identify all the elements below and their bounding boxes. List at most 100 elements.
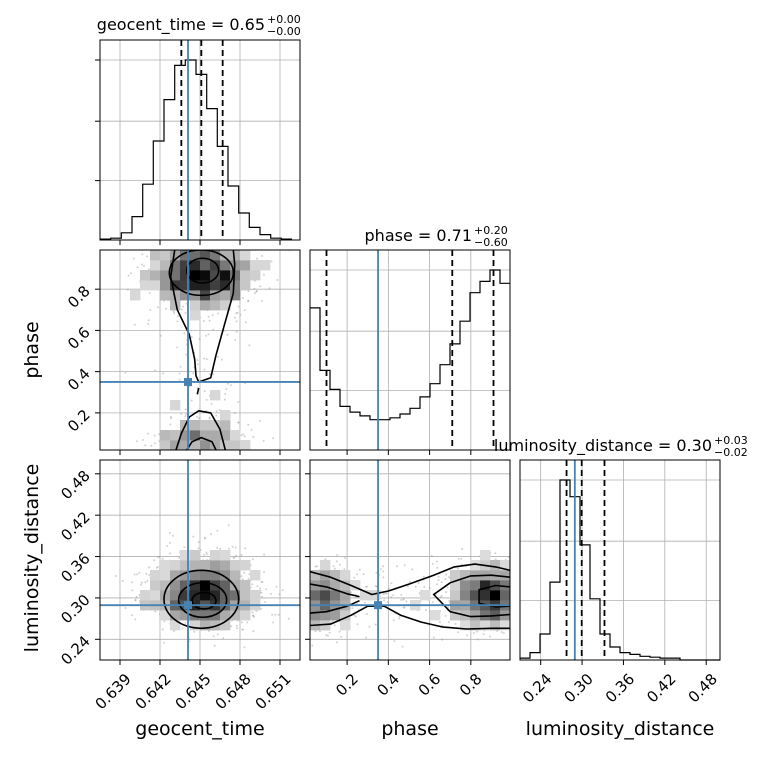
density-cell — [190, 270, 201, 281]
density-cell — [170, 270, 181, 281]
density-cell — [150, 570, 161, 581]
sample-point — [234, 338, 237, 341]
sample-point — [153, 434, 156, 437]
sample-point — [169, 541, 172, 544]
sample-point — [210, 402, 213, 405]
sample-point — [197, 547, 200, 550]
sample-point — [436, 566, 439, 569]
sample-point — [400, 598, 403, 601]
sample-point — [502, 632, 505, 635]
sample-point — [251, 583, 254, 586]
x-tick-label-geocent-time: 0.648 — [212, 670, 255, 713]
sample-point — [172, 310, 175, 313]
density-cell — [320, 560, 331, 571]
sample-point — [148, 292, 151, 294]
sample-point — [251, 558, 254, 561]
sample-point — [417, 582, 420, 585]
sample-point — [414, 585, 417, 588]
sample-point — [180, 412, 183, 415]
sample-point — [207, 333, 210, 336]
sample-point — [225, 388, 228, 391]
x-tick-label-luminosity-distance: 0.42 — [643, 670, 679, 706]
density-cell — [230, 250, 241, 261]
sample-point — [382, 576, 385, 579]
sample-point — [135, 440, 138, 443]
sample-point — [237, 421, 240, 424]
density-cell — [430, 610, 441, 621]
density-cell — [320, 580, 331, 591]
density-cell — [340, 580, 351, 591]
sample-point — [197, 417, 200, 420]
sample-point — [208, 417, 211, 420]
density-cell — [210, 280, 221, 291]
sample-point — [229, 384, 232, 387]
sample-point — [154, 369, 156, 372]
sample-point — [234, 412, 236, 414]
density-cell — [310, 610, 321, 621]
sample-point — [353, 576, 356, 579]
density-cell — [200, 590, 211, 601]
sample-point — [140, 583, 143, 586]
sample-point — [216, 355, 219, 358]
x-tick-label-geocent-time: 0.639 — [92, 670, 135, 713]
density-cell — [190, 610, 201, 621]
sample-point — [494, 558, 497, 561]
sample-point — [246, 621, 249, 624]
density-cell — [240, 270, 251, 281]
sample-point — [268, 287, 271, 290]
density-cell — [480, 620, 491, 631]
sample-point — [158, 555, 161, 558]
title-geocent-time: geocent_time = 0.65 — [97, 15, 265, 35]
title-upper-error-luminosity-distance: +0.03 — [714, 434, 748, 447]
sample-point — [135, 595, 138, 598]
sample-point — [476, 630, 479, 633]
sample-point — [131, 589, 134, 592]
sample-point — [430, 554, 433, 557]
density-cell — [200, 280, 211, 291]
sample-point — [253, 615, 256, 618]
sample-point — [219, 548, 222, 550]
sample-point — [402, 606, 405, 609]
sample-point — [147, 432, 149, 435]
sample-point — [215, 410, 218, 413]
sample-point — [489, 635, 491, 638]
density-cell — [170, 610, 181, 621]
sample-point — [456, 567, 459, 570]
density-cell — [480, 580, 491, 591]
sample-point — [392, 594, 395, 597]
density-cell — [310, 590, 321, 601]
sample-point — [169, 423, 172, 426]
sample-point — [134, 598, 137, 601]
x-tick-label-luminosity-distance: 0.48 — [685, 670, 721, 706]
density-cell — [210, 420, 221, 431]
sample-point — [237, 401, 240, 403]
sample-point — [240, 434, 243, 437]
density-cell — [230, 430, 241, 441]
sample-point — [244, 321, 247, 324]
sample-point — [482, 633, 485, 635]
density-cell — [140, 280, 151, 291]
y-tick-label-phase: 0.6 — [64, 323, 94, 353]
density-cell — [220, 550, 231, 561]
x-tick-label-luminosity-distance: 0.30 — [560, 670, 596, 706]
sample-point — [227, 524, 230, 527]
density-cell — [490, 590, 501, 601]
sample-point — [258, 419, 261, 422]
sample-point — [196, 363, 199, 366]
sample-point — [179, 365, 182, 368]
sample-point — [356, 573, 358, 576]
x-axis-label-luminosity-distance: luminosity_distance — [526, 718, 715, 740]
density-cell — [480, 590, 491, 601]
density-cell — [190, 300, 201, 311]
sample-point — [383, 599, 386, 602]
sample-point — [260, 591, 263, 594]
density-cell — [190, 260, 201, 271]
sample-point — [177, 315, 180, 318]
sample-point — [239, 313, 242, 316]
sample-point — [407, 585, 409, 588]
sample-point — [207, 315, 210, 318]
sample-point — [500, 631, 503, 634]
contour-line — [432, 574, 510, 618]
sample-point — [236, 627, 239, 630]
sample-point — [255, 290, 258, 292]
